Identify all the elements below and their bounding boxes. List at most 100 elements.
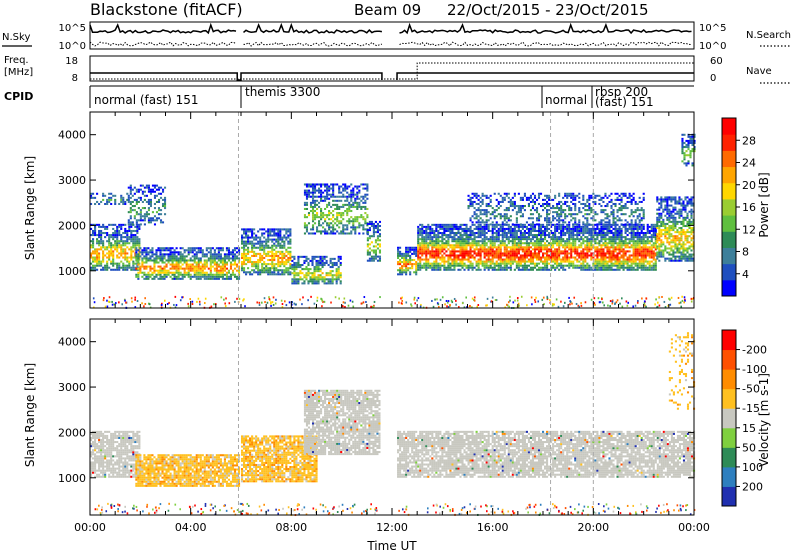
- power-speckle: [242, 299, 244, 302]
- colorbar-swatch: [722, 486, 736, 507]
- velocity-speckle: [546, 508, 549, 511]
- velocity-speckle: [258, 505, 261, 508]
- power-speckle: [619, 302, 621, 305]
- power-speckle: [683, 296, 686, 299]
- cpid-mode-1: normal (fast) 151: [94, 93, 198, 107]
- power-speckle: [107, 300, 110, 303]
- velocity-speckle: [305, 513, 308, 516]
- velocity-speckle: [113, 504, 116, 507]
- velocity-speckle: [491, 505, 494, 508]
- power-speckle: [166, 303, 169, 306]
- velocity-speckle: [133, 507, 135, 510]
- power-speckle: [365, 300, 367, 303]
- velocity-speckle: [594, 512, 597, 515]
- velocity-speckle: [534, 511, 537, 514]
- velocity-speckle: [660, 511, 662, 514]
- colorbar-tick-label: -15: [742, 402, 760, 415]
- power-speckle: [577, 304, 580, 307]
- velocity-speckle: [322, 510, 325, 513]
- power-speckle: [274, 302, 277, 305]
- velocity-speckle: [314, 511, 317, 514]
- velocity-speckle: [260, 509, 263, 512]
- power-speckle: [509, 295, 511, 298]
- power-speckle: [447, 306, 450, 309]
- power-speckle: [410, 303, 412, 306]
- velocity-speckle: [480, 505, 482, 508]
- velocity-speckle: [242, 503, 244, 506]
- velocity-panel: 1000 2000 3000 4000 00:00 04:00 08:00 12:00 16:…: [23, 318, 771, 553]
- velocity-speckle: [432, 504, 435, 507]
- power-speckle: [361, 302, 364, 305]
- power-speckle: [477, 304, 480, 307]
- power-speckle: [535, 296, 537, 299]
- colorbar-tick-label: 15: [742, 422, 756, 435]
- velocity-speckle: [446, 505, 449, 508]
- frequency-trace: [90, 72, 694, 81]
- power-speckle: [677, 296, 680, 299]
- power-speckle: [645, 305, 647, 308]
- velocity-speckle: [680, 509, 682, 512]
- y-tick-label: 4000: [58, 336, 86, 349]
- power-speckle: [601, 301, 604, 304]
- velocity-speckle: [341, 503, 344, 506]
- velocity-speckle: [676, 504, 679, 507]
- power-speckle: [347, 304, 350, 307]
- velocity-speckle: [202, 511, 205, 514]
- velocity-speckle: [632, 504, 635, 507]
- power-speckle: [258, 301, 261, 304]
- power-speckle: [268, 299, 271, 302]
- power-speckle: [204, 297, 207, 300]
- power-speckle: [573, 296, 576, 299]
- power-speckle: [485, 304, 487, 307]
- velocity-speckle: [587, 505, 589, 508]
- velocity-speckle: [617, 506, 619, 509]
- velocity-speckle: [204, 502, 207, 505]
- x-tick-label: 04:00: [175, 521, 207, 534]
- velocity-speckle: [275, 508, 277, 511]
- power-speckle: [285, 304, 288, 307]
- velocity-speckle: [552, 503, 554, 506]
- power-speckle: [643, 302, 646, 305]
- velocity-speckle: [490, 510, 493, 513]
- velocity-speckle: [296, 504, 299, 507]
- velocity-speckle: [332, 513, 334, 516]
- power-speckle: [264, 301, 266, 304]
- velocity-speckle: [635, 512, 637, 515]
- power-speckle: [106, 305, 109, 308]
- velocity-speckle: [582, 509, 585, 512]
- power-speckle: [288, 301, 291, 304]
- power-speckle: [144, 302, 147, 305]
- velocity-speckle: [322, 504, 324, 507]
- power-speckle: [680, 305, 683, 308]
- power-speckle: [263, 297, 266, 300]
- power-speckle: [401, 296, 403, 299]
- power-speckle: [321, 305, 323, 308]
- velocity-speckle: [663, 510, 665, 513]
- power-speckle: [562, 305, 565, 308]
- velocity-speckle: [449, 510, 452, 513]
- power-speckle: [668, 297, 670, 300]
- velocity-speckle: [607, 507, 610, 510]
- power-colorbar: 4 8 12 16 20 24 28: [721, 117, 756, 297]
- velocity-speckle: [405, 505, 408, 508]
- velocity-speckle: [598, 512, 600, 515]
- nave-tick-top-right: 60: [710, 56, 723, 67]
- power-speckle: [373, 300, 376, 303]
- power-echo-band: [397, 246, 418, 276]
- power-speckle: [641, 297, 643, 300]
- colorbar-swatch: [722, 231, 736, 248]
- velocity-speckle: [133, 504, 135, 507]
- power-speckle: [313, 302, 316, 305]
- power-speckle: [546, 297, 549, 300]
- power-speckle: [294, 303, 297, 306]
- colorbar-swatch: [722, 134, 736, 151]
- power-speckle: [363, 296, 366, 299]
- power-speckle: [463, 306, 466, 309]
- power-speckle: [344, 305, 346, 308]
- power-speckle: [196, 300, 198, 303]
- power-speckle: [626, 304, 629, 307]
- nave-label: Nave: [746, 66, 772, 77]
- power-speckle: [684, 299, 686, 302]
- colorbar-swatch: [722, 369, 736, 390]
- power-speckle: [413, 296, 416, 299]
